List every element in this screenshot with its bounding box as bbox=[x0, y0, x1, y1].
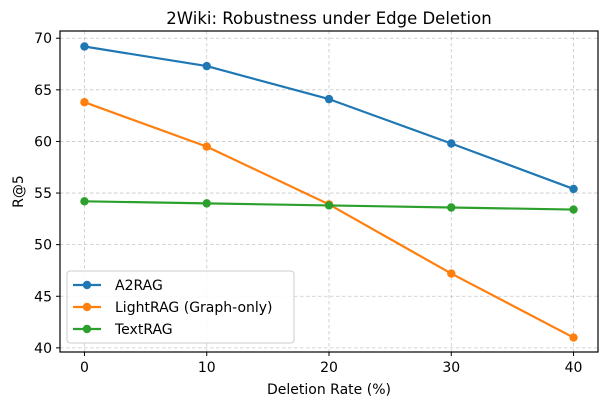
ticks: 0 10 20 30 40 40 45 50 55 60 65 70 bbox=[34, 31, 582, 376]
data-point-a2rag bbox=[324, 94, 334, 104]
data-point-textrag bbox=[80, 197, 89, 206]
legend-label-textrag: TextRAG bbox=[114, 322, 173, 338]
legend-marker-lightrag-graph-only bbox=[82, 302, 92, 312]
data-point-a2rag bbox=[80, 42, 89, 51]
x-tick-label: 10 bbox=[198, 360, 216, 376]
x-tick-label: 40 bbox=[565, 360, 583, 376]
data-point-lightrag-graph-only bbox=[202, 142, 211, 151]
data-point-lightrag-graph-only bbox=[447, 269, 456, 278]
data-point-a2rag bbox=[202, 61, 211, 71]
data-point-lightrag-graph-only bbox=[80, 98, 89, 107]
legend: A2RAG LightRAG (Graph-only) TextRAG bbox=[66, 270, 295, 344]
legend-label-lightrag-graph-only: LightRAG (Graph-only) bbox=[115, 300, 273, 316]
y-tick-label: 40 bbox=[34, 341, 52, 357]
x-axis-title: Deletion Rate (%) bbox=[267, 382, 391, 398]
data-point-textrag bbox=[447, 203, 456, 212]
data-point-lightrag-graph-only bbox=[569, 333, 578, 342]
x-tick-label: 30 bbox=[442, 360, 460, 376]
legend-marker-a2rag bbox=[82, 280, 92, 290]
y-tick-label: 60 bbox=[34, 134, 52, 150]
y-tick-label: 65 bbox=[34, 83, 52, 99]
y-axis-title: R@5 bbox=[11, 175, 27, 208]
series-a2rag bbox=[80, 42, 578, 194]
data-point-textrag bbox=[569, 205, 578, 214]
legend-label-a2rag: A2RAG bbox=[115, 278, 163, 294]
legend-marker-textrag bbox=[82, 324, 92, 334]
y-tick-label: 45 bbox=[34, 289, 52, 305]
legend-box bbox=[66, 270, 295, 344]
y-tick-label: 55 bbox=[34, 186, 52, 202]
series-layer bbox=[80, 42, 578, 342]
data-point-a2rag bbox=[569, 184, 578, 194]
y-tick-label: 50 bbox=[34, 238, 52, 254]
data-point-a2rag bbox=[447, 139, 456, 148]
data-point-textrag bbox=[202, 199, 211, 208]
data-point-textrag bbox=[324, 201, 334, 210]
series-textrag bbox=[80, 197, 578, 214]
y-tick-label: 70 bbox=[34, 31, 52, 47]
x-tick-label: 0 bbox=[80, 360, 89, 376]
x-tick-label: 20 bbox=[320, 360, 338, 376]
chart-title: 2Wiki: Robustness under Edge Deletion bbox=[166, 9, 491, 28]
